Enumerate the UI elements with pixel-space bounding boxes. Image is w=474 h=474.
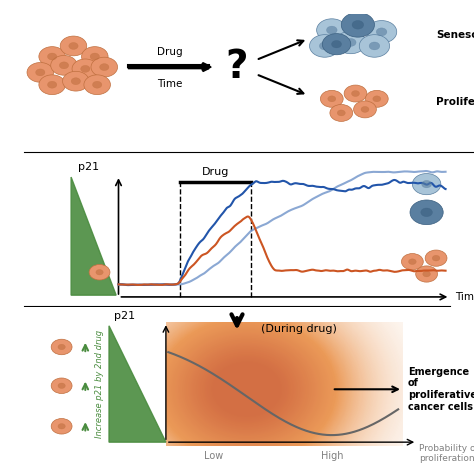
Circle shape: [89, 264, 110, 280]
Circle shape: [63, 71, 89, 91]
Circle shape: [401, 254, 423, 270]
Circle shape: [91, 57, 118, 77]
Text: Probability of
proliferation: Probability of proliferation: [419, 444, 474, 463]
Text: Senescent: Senescent: [436, 30, 474, 40]
Circle shape: [47, 81, 57, 88]
Circle shape: [58, 344, 65, 350]
Circle shape: [71, 78, 81, 85]
Text: Emergence of proliferative
cancer cells: Emergence of proliferative cancer cells: [408, 367, 474, 412]
Text: Time: Time: [455, 292, 474, 302]
Text: Drug: Drug: [157, 46, 182, 56]
Circle shape: [343, 14, 373, 36]
Circle shape: [365, 91, 388, 107]
Text: p21: p21: [114, 310, 135, 320]
Circle shape: [410, 200, 443, 225]
Circle shape: [51, 419, 72, 434]
Circle shape: [322, 34, 351, 55]
Circle shape: [354, 101, 376, 118]
Text: ?: ?: [226, 48, 248, 86]
Circle shape: [422, 181, 431, 188]
Circle shape: [409, 259, 416, 264]
Text: Low: Low: [204, 451, 223, 461]
Circle shape: [328, 96, 336, 102]
Circle shape: [90, 53, 100, 60]
Circle shape: [327, 26, 337, 34]
Circle shape: [82, 46, 108, 66]
Circle shape: [352, 91, 359, 97]
Circle shape: [59, 62, 69, 69]
Circle shape: [60, 36, 87, 56]
Circle shape: [310, 35, 340, 57]
Circle shape: [352, 20, 364, 29]
Circle shape: [39, 75, 65, 95]
Circle shape: [47, 53, 57, 60]
Circle shape: [425, 250, 447, 266]
Circle shape: [346, 38, 356, 46]
Text: p21: p21: [78, 162, 100, 172]
Circle shape: [412, 173, 441, 195]
Circle shape: [359, 35, 390, 57]
Circle shape: [416, 266, 438, 282]
Circle shape: [353, 21, 363, 29]
Text: Proliferative: Proliferative: [436, 97, 474, 107]
Text: (During drug): (During drug): [261, 324, 337, 334]
Circle shape: [341, 12, 374, 37]
Circle shape: [332, 40, 341, 48]
Circle shape: [317, 19, 347, 41]
Circle shape: [344, 85, 367, 102]
Circle shape: [361, 107, 369, 112]
Circle shape: [84, 75, 110, 95]
Circle shape: [36, 69, 45, 76]
Circle shape: [337, 110, 345, 116]
Circle shape: [39, 46, 65, 66]
Text: Drug: Drug: [202, 167, 229, 177]
Circle shape: [81, 65, 90, 73]
Circle shape: [51, 55, 77, 75]
Circle shape: [58, 383, 65, 389]
Polygon shape: [109, 326, 166, 442]
Circle shape: [432, 255, 440, 261]
Circle shape: [100, 64, 109, 71]
Text: Time: Time: [157, 80, 182, 90]
Circle shape: [366, 20, 397, 43]
Circle shape: [58, 424, 65, 429]
Circle shape: [336, 31, 366, 54]
Circle shape: [373, 96, 381, 102]
Circle shape: [376, 28, 387, 36]
Circle shape: [69, 43, 78, 49]
Circle shape: [319, 42, 330, 50]
Circle shape: [369, 42, 380, 50]
Circle shape: [51, 339, 72, 355]
Circle shape: [421, 208, 432, 217]
Circle shape: [96, 270, 103, 275]
Text: High: High: [320, 451, 343, 461]
Circle shape: [72, 59, 99, 79]
Circle shape: [92, 81, 102, 88]
Circle shape: [51, 378, 72, 393]
Circle shape: [27, 63, 54, 82]
Circle shape: [320, 91, 343, 107]
Polygon shape: [71, 177, 116, 295]
Text: Increase p21 by 2nd drug: Increase p21 by 2nd drug: [95, 330, 104, 438]
Circle shape: [423, 271, 430, 277]
Circle shape: [330, 104, 353, 121]
